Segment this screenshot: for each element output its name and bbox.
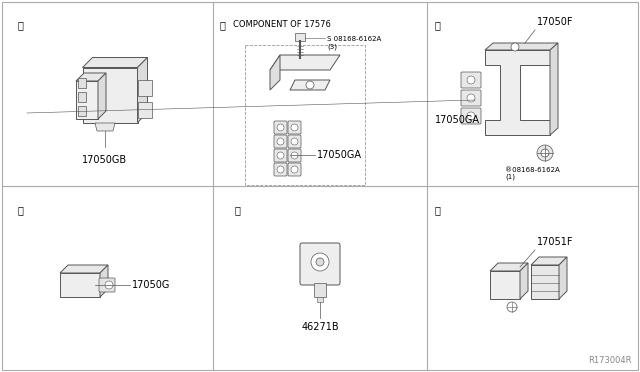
- Text: 46271B: 46271B: [301, 322, 339, 332]
- Circle shape: [291, 124, 298, 131]
- Text: ⓕ: ⓕ: [435, 205, 441, 215]
- FancyBboxPatch shape: [288, 163, 301, 176]
- Text: 17050F: 17050F: [537, 17, 573, 27]
- Circle shape: [311, 253, 329, 271]
- Polygon shape: [60, 273, 100, 297]
- Text: 17050GB: 17050GB: [83, 155, 127, 165]
- Circle shape: [467, 94, 475, 102]
- Bar: [295, 33, 305, 41]
- FancyBboxPatch shape: [288, 121, 301, 134]
- Polygon shape: [485, 50, 550, 135]
- Text: COMPONENT OF 17576: COMPONENT OF 17576: [233, 20, 331, 29]
- Text: ⓔ: ⓔ: [235, 205, 241, 215]
- Bar: [78, 106, 86, 116]
- Circle shape: [291, 138, 298, 145]
- Bar: [78, 78, 86, 88]
- Circle shape: [507, 302, 517, 312]
- Circle shape: [511, 43, 519, 51]
- Circle shape: [316, 258, 324, 266]
- Circle shape: [105, 281, 113, 289]
- Text: ⓐ: ⓐ: [18, 20, 24, 30]
- FancyBboxPatch shape: [288, 135, 301, 148]
- Text: 17050GA: 17050GA: [317, 150, 362, 160]
- Circle shape: [277, 138, 284, 145]
- Polygon shape: [531, 265, 559, 299]
- Circle shape: [277, 124, 284, 131]
- Circle shape: [467, 76, 475, 84]
- FancyBboxPatch shape: [274, 149, 287, 162]
- FancyBboxPatch shape: [274, 163, 287, 176]
- FancyBboxPatch shape: [99, 278, 115, 292]
- Bar: [245, 45, 365, 185]
- Polygon shape: [270, 55, 340, 70]
- Polygon shape: [531, 257, 567, 265]
- Circle shape: [277, 152, 284, 159]
- Bar: [138, 80, 152, 96]
- FancyBboxPatch shape: [461, 90, 481, 106]
- Polygon shape: [60, 265, 108, 273]
- Text: S 08168-6162A
(3): S 08168-6162A (3): [327, 36, 381, 49]
- Text: R173004R: R173004R: [589, 356, 632, 365]
- FancyBboxPatch shape: [300, 243, 340, 285]
- Circle shape: [537, 145, 553, 161]
- Polygon shape: [138, 58, 147, 122]
- Text: ⓓ: ⓓ: [18, 205, 24, 215]
- Text: 17051F: 17051F: [537, 237, 573, 247]
- Text: ⓒ: ⓒ: [435, 20, 441, 30]
- Circle shape: [541, 149, 549, 157]
- Text: 17050G: 17050G: [132, 280, 170, 290]
- Circle shape: [306, 81, 314, 89]
- Polygon shape: [270, 55, 280, 90]
- Bar: [317, 297, 323, 302]
- FancyBboxPatch shape: [461, 72, 481, 88]
- FancyBboxPatch shape: [461, 108, 481, 124]
- FancyBboxPatch shape: [274, 121, 287, 134]
- Polygon shape: [559, 257, 567, 299]
- Polygon shape: [290, 80, 330, 90]
- Polygon shape: [550, 43, 558, 135]
- Polygon shape: [83, 58, 147, 67]
- Circle shape: [467, 112, 475, 120]
- Polygon shape: [490, 263, 528, 271]
- Bar: [78, 92, 86, 102]
- Polygon shape: [76, 73, 106, 81]
- Polygon shape: [95, 123, 115, 131]
- Polygon shape: [83, 67, 138, 122]
- Text: 17050GA: 17050GA: [435, 115, 480, 125]
- Circle shape: [291, 152, 298, 159]
- Polygon shape: [98, 73, 106, 119]
- Polygon shape: [490, 271, 520, 299]
- Polygon shape: [520, 263, 528, 299]
- Circle shape: [291, 166, 298, 173]
- Text: ®08168-6162A
(1): ®08168-6162A (1): [505, 167, 560, 180]
- Polygon shape: [76, 81, 98, 119]
- FancyBboxPatch shape: [288, 149, 301, 162]
- Polygon shape: [485, 43, 558, 50]
- Polygon shape: [100, 265, 108, 297]
- Text: ⓑ: ⓑ: [220, 20, 226, 30]
- Bar: [314, 283, 326, 297]
- Bar: [138, 102, 152, 118]
- FancyBboxPatch shape: [274, 135, 287, 148]
- Circle shape: [277, 166, 284, 173]
